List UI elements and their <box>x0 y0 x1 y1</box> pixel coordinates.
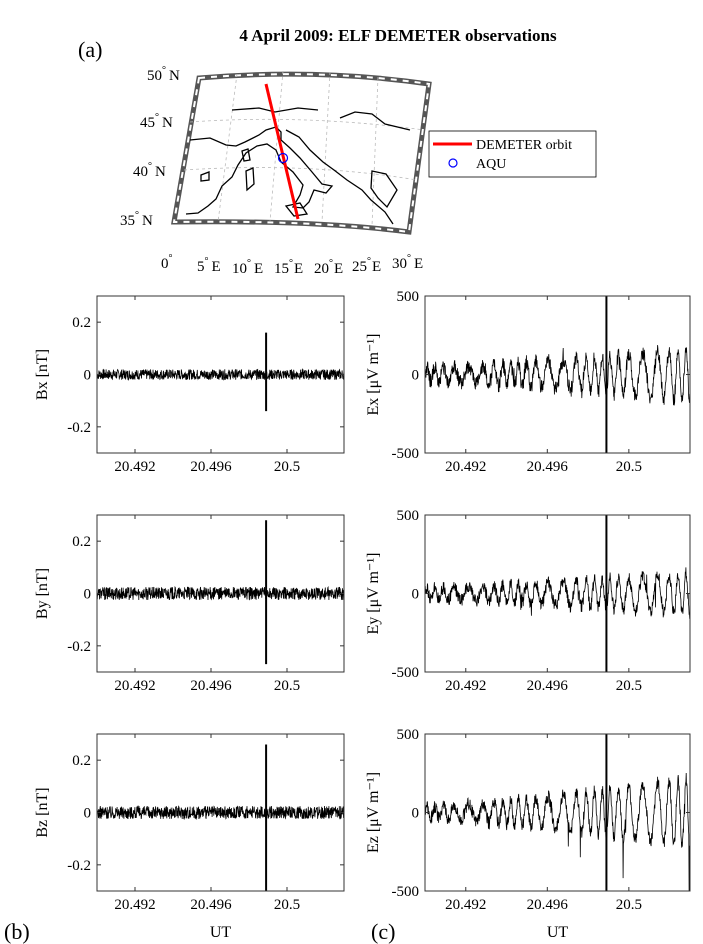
y-tick-label: 0 <box>412 806 420 822</box>
x-tick-label: 20.492 <box>114 678 155 694</box>
x-tick-label: 20.5 <box>274 678 300 694</box>
plot-panel-5: 500 0 -500 20.492 20.496 20.5 Ez [μV m⁻¹] UT <box>365 727 691 941</box>
panel-label-a: (a) <box>78 37 102 62</box>
x-tick-label: 20.492 <box>445 897 486 913</box>
y-tick-label: -500 <box>392 665 420 681</box>
x-tick-label: 20.496 <box>527 459 569 475</box>
map-panel: 50° N 45° N 40° N 35° N 0° 5° E 10° E 15°E 20°… <box>120 65 597 277</box>
x-tick-label: 20.5 <box>616 459 642 475</box>
lon-label-10: 10° E <box>232 258 263 277</box>
x-tick-label: 20.5 <box>274 897 300 913</box>
lat-label-40: 40° N <box>133 161 166 180</box>
signal-trace <box>424 567 691 619</box>
y-tick-label: 500 <box>397 727 420 743</box>
plot-panel-0: 0.2 0 -0.2 20.492 20.496 20.5 Bx [nT] <box>34 295 345 475</box>
x-tick-label: 20.496 <box>190 897 232 913</box>
lat-label-45: 45° N <box>140 112 173 131</box>
plot-panel-1: 0.2 0 -0.2 20.492 20.496 20.5 By [nT] <box>34 514 345 694</box>
x-tick-label: 20.496 <box>527 678 569 694</box>
y-axis-label: Ex [μV m⁻¹] <box>365 334 382 416</box>
y-tick-label: 0 <box>84 806 92 822</box>
signal-trace <box>424 345 691 406</box>
legend-orbit-label: DEMETER orbit <box>476 138 572 153</box>
signal-trace <box>424 772 691 892</box>
y-axis-label: Ez [μV m⁻¹] <box>365 772 382 853</box>
y-axis-label: By [nT] <box>34 568 51 619</box>
legend-aqu-swatch <box>448 158 458 168</box>
demeter-orbit-line <box>264 83 300 220</box>
lon-label-5: 5° E <box>197 256 221 275</box>
plot-panel-2: 0.2 0 -0.2 20.492 20.496 20.5 Bz [nT] UT <box>34 733 345 941</box>
x-tick-label: 20.492 <box>445 678 486 694</box>
lon-label-25: 25°E <box>352 256 381 275</box>
y-tick-label: 0.2 <box>72 534 91 550</box>
figure-title: 4 April 2009: ELF DEMETER observations <box>239 26 557 45</box>
legend-box <box>428 130 597 178</box>
map-coastlines <box>185 107 411 225</box>
panel-label-c: (c) <box>371 919 395 944</box>
x-tick-label: 20.492 <box>114 459 155 475</box>
y-axis-label: Bz [nT] <box>34 787 51 837</box>
y-tick-label: 500 <box>397 508 420 524</box>
y-axis-label: Ey [μV m⁻¹] <box>365 553 382 635</box>
x-tick-label: 20.5 <box>616 897 642 913</box>
y-tick-label: 0 <box>412 587 420 603</box>
map-grid <box>183 70 425 227</box>
legend-aqu-label: AQU <box>476 157 506 172</box>
y-tick-label: 500 <box>397 289 420 305</box>
lon-label-20: 20°E <box>314 258 343 277</box>
y-tick-label: -500 <box>392 884 420 900</box>
panel-label-b: (b) <box>4 919 30 944</box>
map-frame-pattern <box>172 73 431 234</box>
plot-panel-3: 500 0 -500 20.492 20.496 20.5 Ex [μV m⁻¹] <box>365 289 691 475</box>
x-tick-label: 20.5 <box>274 459 300 475</box>
signal-trace <box>96 804 345 820</box>
y-tick-label: -500 <box>392 446 420 462</box>
y-tick-label: 0 <box>84 587 92 603</box>
y-tick-label: 0.2 <box>72 753 91 769</box>
signal-trace <box>96 585 345 601</box>
x-tick-label: 20.496 <box>527 897 569 913</box>
x-axis-label: UT <box>547 924 569 941</box>
y-tick-label: 0 <box>412 368 420 384</box>
lon-label-15: 15°E <box>274 258 303 277</box>
x-tick-label: 20.492 <box>114 897 155 913</box>
lat-label-50: 50° N <box>147 65 180 84</box>
plot-panel-4: 500 0 -500 20.492 20.496 20.5 Ey [μV m⁻¹] <box>365 508 691 694</box>
x-tick-label: 20.496 <box>190 678 232 694</box>
y-tick-label: -0.2 <box>67 639 91 655</box>
time-series-panels: 0.2 0 -0.2 20.492 20.496 20.5 Bx [nT] 0.2 0 -0.2 2… <box>34 289 691 941</box>
x-tick-label: 20.492 <box>445 459 486 475</box>
y-tick-label: 0.2 <box>72 315 91 331</box>
y-tick-label: -0.2 <box>67 420 91 436</box>
x-tick-label: 20.5 <box>616 678 642 694</box>
x-tick-label: 20.496 <box>190 459 232 475</box>
lat-label-35: 35° N <box>120 210 153 229</box>
map-legend: DEMETER orbit AQU <box>428 130 597 178</box>
lon-label-30: 30° E <box>392 253 423 272</box>
aqu-station-marker <box>277 152 289 164</box>
y-tick-label: -0.2 <box>67 858 91 874</box>
x-axis-label: UT <box>210 924 232 941</box>
signal-trace <box>96 367 345 382</box>
y-axis-label: Bx [nT] <box>34 349 51 400</box>
lon-label-0: 0° <box>161 253 173 272</box>
y-tick-label: 0 <box>84 368 92 384</box>
